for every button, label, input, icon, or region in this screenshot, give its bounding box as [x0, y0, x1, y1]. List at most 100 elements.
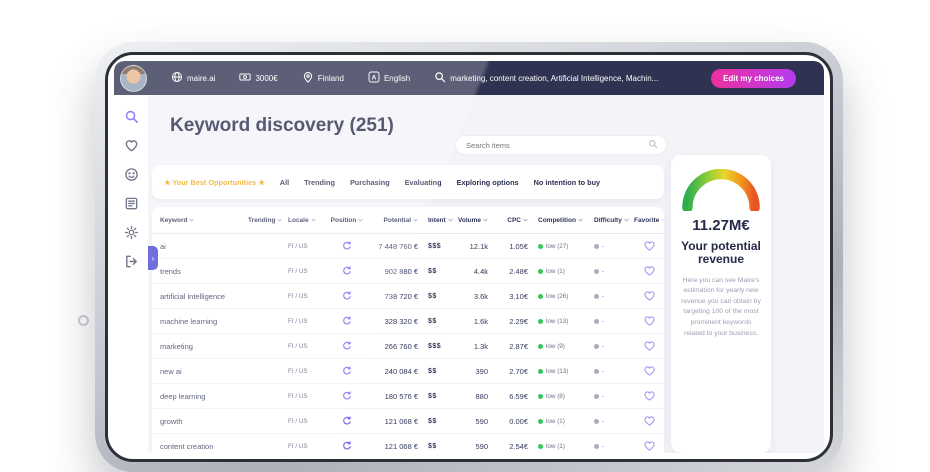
column-header-potential[interactable]: Potential [364, 217, 428, 224]
sort-caret-icon [358, 218, 363, 222]
favorite-button[interactable] [634, 391, 664, 401]
filter-tab-0[interactable]: ★ Your Best Opportunities ★ [164, 177, 265, 187]
refresh-position-button[interactable] [330, 416, 364, 426]
favorite-button[interactable] [634, 241, 664, 251]
potential-cell: 180 576 € [384, 391, 418, 401]
volume-cell: 1.3k [473, 341, 488, 351]
filter-tab-2[interactable]: Trending [304, 177, 335, 187]
favorite-button[interactable] [634, 291, 664, 301]
intent-cell: $$ [428, 417, 437, 425]
refresh-position-button[interactable] [330, 291, 364, 301]
refresh-position-button[interactable] [330, 341, 364, 351]
potential-cell: 738 720 € [384, 291, 418, 301]
difficulty-cell: - [594, 368, 634, 375]
sidebar-expand-handle[interactable]: › [148, 246, 158, 270]
heart-icon [643, 341, 655, 351]
table-row[interactable]: new ai FI / US 240 084 € $$ 390 2.70€ low (13)… [152, 359, 664, 384]
refresh-icon [343, 291, 351, 300]
revenue-title: Your potential revenue [681, 239, 761, 267]
table-row[interactable]: deep learning FI / US 180 576 € $$ 880 6.59€ l… [152, 384, 664, 409]
table-header: Keyword Trending Locale Position Potential In… [152, 207, 664, 234]
volume-cell: 3.6k [473, 291, 488, 301]
user-avatar[interactable] [120, 64, 147, 92]
heart-icon [643, 416, 655, 426]
favorite-button[interactable] [634, 441, 664, 451]
refresh-position-button[interactable] [330, 441, 364, 451]
table-row[interactable]: marketing FI / US 266 760 € $$$ 1.3k 2.87€ low… [152, 334, 664, 359]
camera-dot [78, 315, 89, 326]
refresh-position-button[interactable] [330, 391, 364, 401]
filter-tab-3[interactable]: Purchasing [349, 177, 390, 187]
search-input[interactable] [464, 139, 648, 151]
table-row[interactable]: growth FI / US 121 068 € $$ 590 0.00€ low (1) - [152, 409, 664, 434]
table-row[interactable]: machine learning FI / US 328 320 € $$ 1.6k 2.… [152, 309, 664, 334]
potential-cell: 121 068 € [384, 416, 418, 426]
intent-cell: $$ [428, 392, 437, 400]
favorite-button[interactable] [634, 416, 664, 426]
heart-icon [643, 316, 655, 326]
cpc-cell: 6.59€ [509, 391, 528, 401]
sidebar-item-logout[interactable] [124, 254, 139, 269]
difficulty-cell: - [594, 318, 634, 325]
volume-cell: 12.1k [469, 241, 488, 251]
column-header-cpc[interactable]: CPC [498, 217, 538, 224]
filter-tab-4[interactable]: Evaluating [404, 177, 442, 187]
intent-cell: $$$ [428, 342, 442, 350]
table-row[interactable]: ai FI / US 7 448 760 € $$$ 12.1k 1.05€ low (27… [152, 234, 664, 259]
favorite-button[interactable] [634, 341, 664, 351]
sidebar-item-search[interactable] [124, 109, 139, 124]
sort-caret-icon [523, 218, 528, 222]
competition-cell: low (1) [538, 418, 594, 425]
keyword-cell: ai [160, 241, 166, 251]
column-header-volume[interactable]: Volume [458, 217, 498, 224]
search-icon [434, 71, 446, 85]
column-header-difficulty[interactable]: Difficulty [594, 217, 634, 224]
column-header-keyword[interactable]: Keyword [152, 217, 248, 224]
column-header-competition[interactable]: Competition [538, 217, 594, 224]
filter-tab-1[interactable]: All [279, 177, 290, 187]
competition-cell: low (9) [538, 343, 594, 350]
table-row[interactable]: artificial intelligence FI / US 738 720 € $… [152, 284, 664, 309]
sort-caret-icon [624, 218, 629, 222]
edit-choices-button[interactable]: Edit my choices [711, 68, 796, 88]
refresh-icon [343, 341, 351, 350]
heart-icon [643, 391, 655, 401]
volume-cell: 590 [475, 416, 488, 426]
table-row[interactable]: content creation FI / US 121 068 € $$ 590 2.5… [152, 434, 664, 453]
volume-cell: 4.4k [473, 266, 488, 276]
budget-item[interactable]: 3000€ [239, 71, 278, 85]
refresh-position-button[interactable] [330, 266, 364, 276]
sidebar-item-settings[interactable] [124, 225, 139, 240]
heart-icon [643, 291, 655, 301]
sidebar-item-reports[interactable] [124, 196, 139, 211]
favorite-button[interactable] [634, 316, 664, 326]
column-header-favorite[interactable]: Favorite [634, 217, 664, 224]
refresh-icon [343, 241, 351, 250]
favorite-button[interactable] [634, 366, 664, 376]
revenue-gauge [682, 169, 760, 211]
column-header-intent[interactable]: Intent [428, 217, 458, 224]
column-header-position[interactable]: Position [330, 217, 364, 224]
cpc-cell: 0.00€ [509, 416, 528, 426]
favorite-button[interactable] [634, 266, 664, 276]
filter-tab-5[interactable]: Exploring options [456, 177, 519, 187]
language-item[interactable]: A English [368, 71, 410, 85]
volume-cell: 390 [475, 366, 488, 376]
table-row[interactable]: trends FI / US 902 880 € $$ 4.4k 2.48€ low (1)… [152, 259, 664, 284]
intent-cell: $$$ [428, 242, 442, 250]
sidebar-item-favorites[interactable] [124, 138, 139, 153]
brand-item[interactable]: maire.ai [171, 71, 215, 85]
column-header-trending[interactable]: Trending [248, 217, 288, 224]
refresh-position-button[interactable] [330, 366, 364, 376]
refresh-position-button[interactable] [330, 241, 364, 251]
potential-cell: 266 760 € [384, 341, 418, 351]
sort-caret-icon [277, 218, 283, 222]
difficulty-cell: - [594, 443, 634, 450]
sidebar-item-insights[interactable] [124, 167, 139, 182]
competition-cell: low (1) [538, 268, 594, 275]
column-header-locale[interactable]: Locale [288, 217, 330, 224]
country-item[interactable]: Finland [302, 71, 344, 85]
refresh-position-button[interactable] [330, 316, 364, 326]
selected-keywords-item[interactable]: marketing, content creation, Artificial … [434, 71, 658, 85]
filter-tab-6[interactable]: No intention to buy [533, 177, 601, 187]
